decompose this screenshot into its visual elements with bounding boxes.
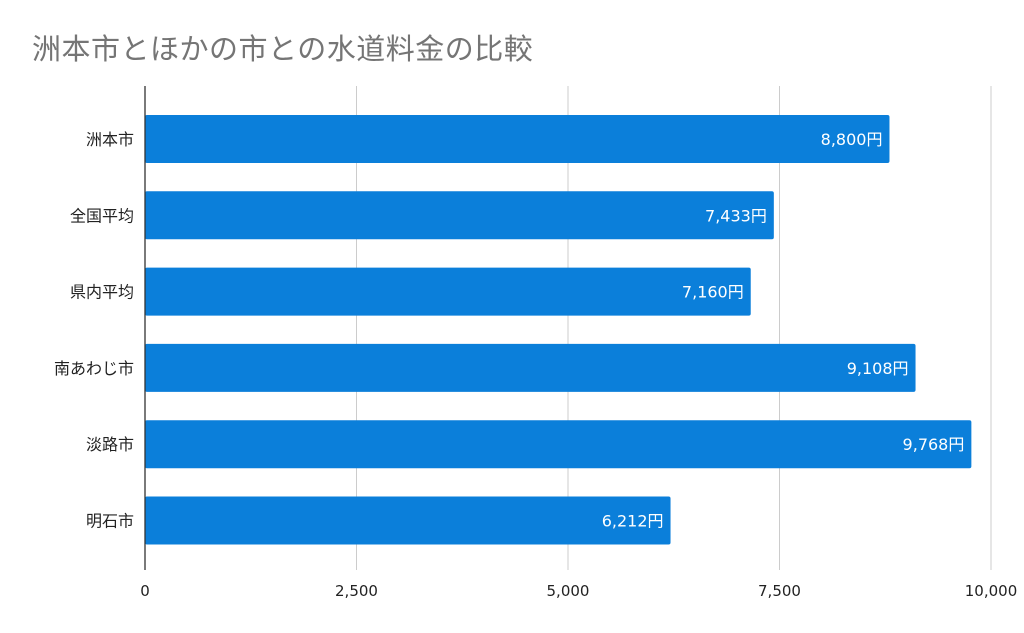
category-label: 全国平均 <box>70 206 134 225</box>
bar <box>145 115 890 163</box>
bar <box>145 191 774 240</box>
x-tick-label: 7,500 <box>758 582 801 600</box>
bar <box>145 267 751 316</box>
category-label: 明石市 <box>86 512 134 531</box>
bar-data-label: 9,768円 <box>903 435 965 454</box>
bar-data-label: 7,160円 <box>682 283 744 302</box>
x-tick-label: 0 <box>140 582 150 600</box>
category-label: 洲本市 <box>86 130 134 149</box>
category-label: 淡路市 <box>86 435 134 454</box>
chart-title: 洲本市とほかの市との水道料金の比較 <box>32 32 534 66</box>
bar-data-label: 8,800円 <box>821 130 883 149</box>
bar <box>145 496 671 545</box>
bar-data-label: 6,212円 <box>602 512 664 531</box>
bar <box>145 343 916 392</box>
x-tick-label: 5,000 <box>547 582 590 600</box>
category-label: 県内平均 <box>70 283 134 302</box>
bar-data-label: 9,108円 <box>847 359 909 378</box>
category-label: 南あわじ市 <box>54 359 134 378</box>
bar <box>145 420 972 469</box>
x-tick-label: 10,000 <box>965 582 1018 600</box>
bar-data-label: 7,433円 <box>705 206 767 225</box>
x-tick-label: 2,500 <box>335 582 378 600</box>
